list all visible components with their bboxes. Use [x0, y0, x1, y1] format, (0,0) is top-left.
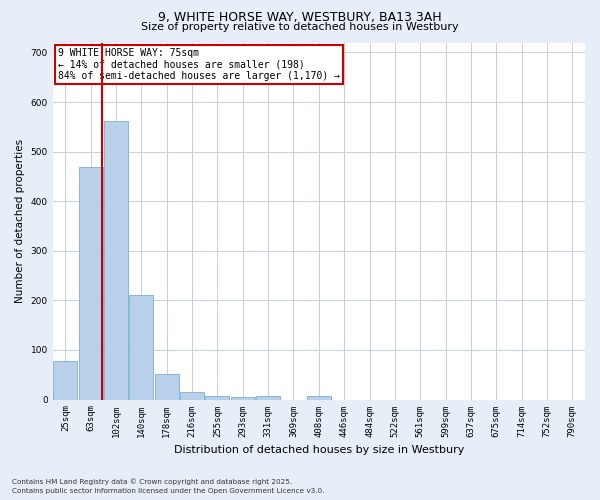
Y-axis label: Number of detached properties: Number of detached properties — [15, 139, 25, 303]
Bar — [104, 121, 128, 400]
Bar — [53, 361, 77, 400]
Bar — [205, 396, 229, 400]
Text: Contains HM Land Registry data © Crown copyright and database right 2025.: Contains HM Land Registry data © Crown c… — [12, 478, 292, 485]
Text: 9 WHITE HORSE WAY: 75sqm
← 14% of detached houses are smaller (198)
84% of semi-: 9 WHITE HORSE WAY: 75sqm ← 14% of detach… — [58, 48, 340, 81]
Bar — [155, 374, 179, 400]
Bar — [79, 168, 103, 400]
Bar — [231, 397, 255, 400]
Text: Contains public sector information licensed under the Open Government Licence v3: Contains public sector information licen… — [12, 488, 325, 494]
Bar — [130, 296, 154, 400]
Bar — [180, 392, 204, 400]
Text: 9, WHITE HORSE WAY, WESTBURY, BA13 3AH: 9, WHITE HORSE WAY, WESTBURY, BA13 3AH — [158, 11, 442, 24]
Bar — [256, 396, 280, 400]
X-axis label: Distribution of detached houses by size in Westbury: Distribution of detached houses by size … — [173, 445, 464, 455]
Text: Size of property relative to detached houses in Westbury: Size of property relative to detached ho… — [141, 22, 459, 32]
Bar — [307, 396, 331, 400]
